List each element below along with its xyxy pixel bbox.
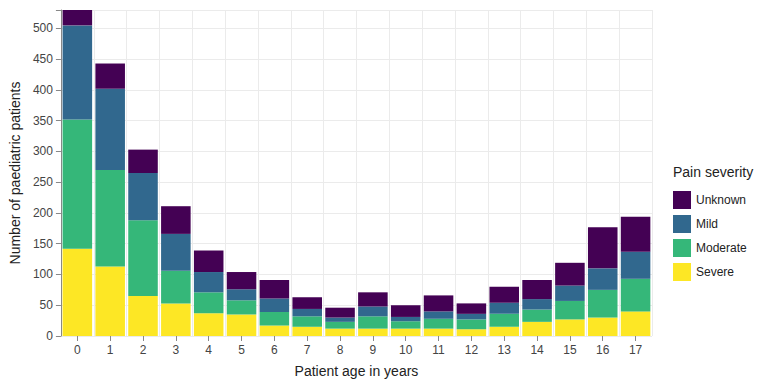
- svg-text:Severe: Severe: [696, 265, 734, 279]
- svg-text:14: 14: [530, 343, 544, 357]
- svg-text:300: 300: [33, 144, 53, 158]
- svg-text:50: 50: [40, 298, 54, 312]
- svg-text:Pain severity: Pain severity: [673, 164, 753, 180]
- svg-text:Moderate: Moderate: [696, 241, 747, 255]
- svg-text:13: 13: [498, 343, 512, 357]
- svg-text:0: 0: [74, 343, 81, 357]
- svg-text:1: 1: [107, 343, 114, 357]
- svg-text:2: 2: [140, 343, 147, 357]
- svg-text:6: 6: [271, 343, 278, 357]
- svg-text:Unknown: Unknown: [696, 193, 746, 207]
- svg-text:Number of paediatric patients: Number of paediatric patients: [7, 82, 23, 265]
- svg-text:100: 100: [33, 267, 53, 281]
- svg-text:7: 7: [304, 343, 311, 357]
- svg-text:Mild: Mild: [696, 217, 718, 231]
- svg-text:9: 9: [370, 343, 377, 357]
- svg-text:150: 150: [33, 237, 53, 251]
- svg-text:8: 8: [337, 343, 344, 357]
- svg-text:3: 3: [173, 343, 180, 357]
- svg-text:400: 400: [33, 83, 53, 97]
- svg-text:11: 11: [432, 343, 445, 357]
- svg-text:500: 500: [33, 21, 53, 35]
- svg-text:0: 0: [46, 329, 53, 343]
- svg-text:16: 16: [596, 343, 610, 357]
- svg-text:350: 350: [33, 114, 53, 128]
- svg-text:10: 10: [399, 343, 413, 357]
- svg-text:200: 200: [33, 206, 53, 220]
- svg-text:250: 250: [33, 175, 53, 189]
- svg-text:450: 450: [33, 52, 53, 66]
- svg-text:Patient age in years: Patient age in years: [295, 363, 419, 379]
- svg-text:15: 15: [563, 343, 577, 357]
- svg-text:12: 12: [465, 343, 479, 357]
- svg-text:4: 4: [205, 343, 212, 357]
- svg-text:17: 17: [629, 343, 643, 357]
- svg-text:5: 5: [238, 343, 245, 357]
